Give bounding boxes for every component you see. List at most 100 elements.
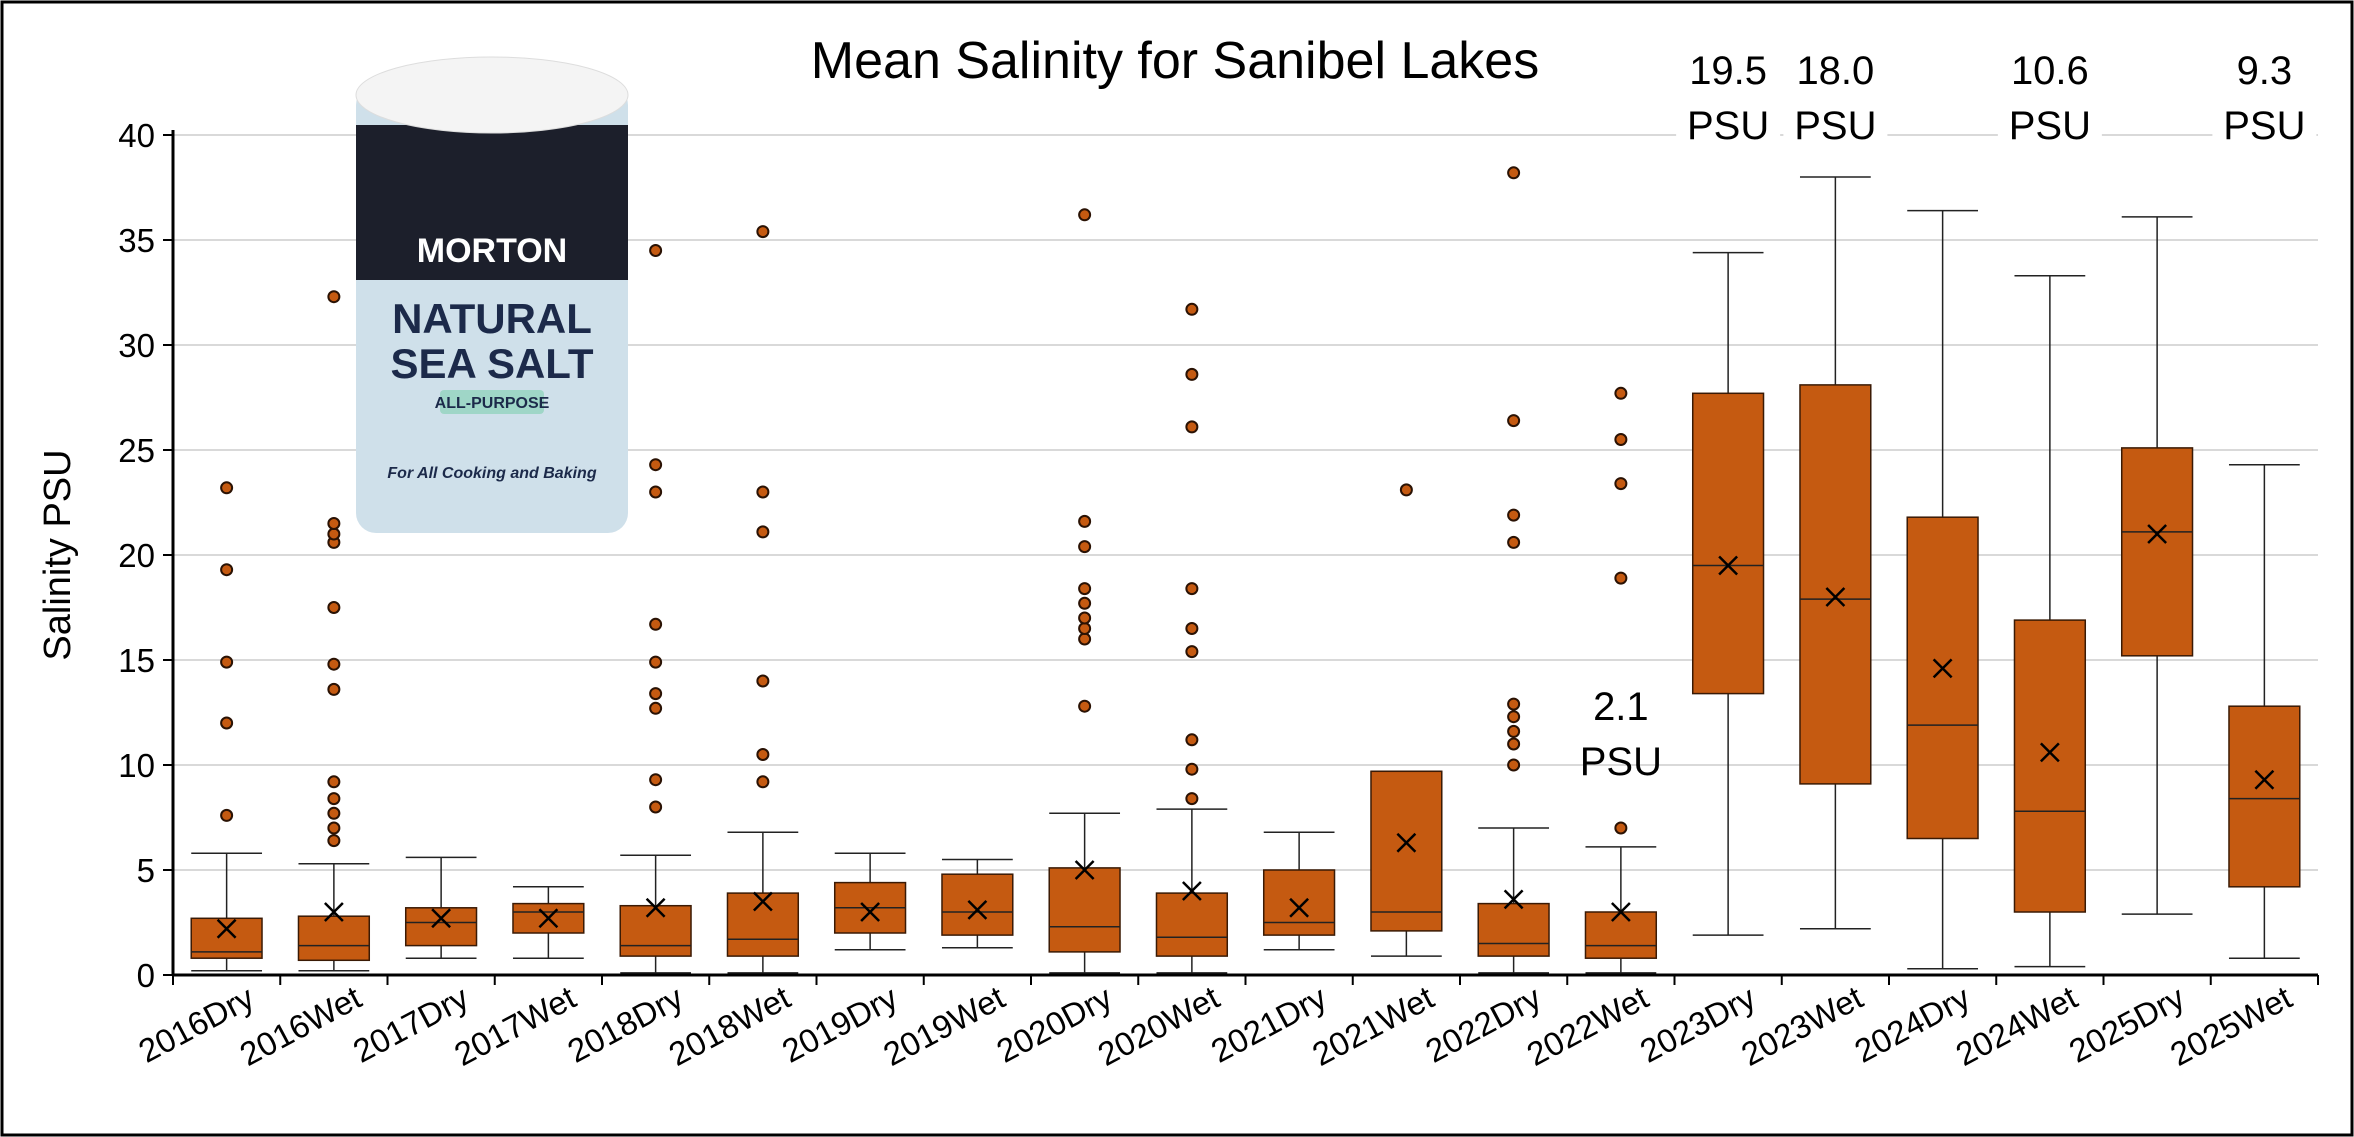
mean-marker xyxy=(2147,524,2168,544)
annotation: 9.3 xyxy=(2237,49,2293,93)
annotation: PSU xyxy=(1687,104,1769,148)
box xyxy=(1799,384,1872,785)
annotation: PSU xyxy=(2009,104,2091,148)
outlier xyxy=(1185,420,1199,434)
chart-title: Mean Salinity for Sanibel Lakes xyxy=(811,32,1539,90)
outlier xyxy=(1507,535,1521,549)
mean-marker xyxy=(1396,832,1417,853)
y-tick-label: 25 xyxy=(118,432,155,469)
image-text: SEA SALT xyxy=(390,340,593,387)
outlier xyxy=(756,225,770,239)
y-tick-label: 35 xyxy=(118,222,155,259)
mean-marker xyxy=(752,891,773,912)
outlier xyxy=(1078,582,1092,596)
outlier xyxy=(1614,386,1628,400)
outlier xyxy=(649,655,663,669)
mean-marker xyxy=(431,908,452,929)
box xyxy=(1048,867,1121,953)
box xyxy=(941,873,1014,936)
outlier xyxy=(1507,737,1521,751)
annotation: 19.5 xyxy=(1689,49,1767,93)
outlier xyxy=(1078,208,1092,222)
outlier xyxy=(649,617,663,631)
outlier xyxy=(1185,367,1199,381)
y-axis-label: Salinity PSU xyxy=(37,449,79,660)
box xyxy=(1906,516,1979,840)
image-text: NATURAL xyxy=(392,295,592,342)
box xyxy=(404,907,478,947)
outlier xyxy=(220,808,234,822)
outlier xyxy=(756,485,770,499)
annotation-bg xyxy=(1676,44,1781,154)
outlier xyxy=(756,748,770,761)
annotation: PSU xyxy=(1580,740,1662,784)
mean-marker xyxy=(323,902,344,922)
annotation: PSU xyxy=(1794,104,1876,148)
mean-marker xyxy=(2254,769,2275,790)
annotation: 10.6 xyxy=(2011,49,2089,93)
outlier xyxy=(1078,514,1092,528)
outlier xyxy=(327,821,341,835)
outlier xyxy=(649,701,663,715)
mean-marker xyxy=(1289,897,1310,918)
annotation-bg xyxy=(1997,44,2102,154)
outlier xyxy=(1507,508,1521,522)
annotation: PSU xyxy=(2223,104,2305,148)
annotation-bg xyxy=(2212,44,2317,154)
mean-marker xyxy=(1718,555,1739,576)
outlier xyxy=(327,792,341,806)
outlier xyxy=(649,458,663,472)
y-tick-label: 10 xyxy=(118,747,155,784)
outlier xyxy=(327,682,341,696)
box xyxy=(297,915,371,962)
mean-marker xyxy=(538,908,559,929)
outlier xyxy=(649,687,663,701)
salt-image: MORTON NATURAL SEA SALT ALL-PURPOSE For … xyxy=(355,56,629,533)
outlier xyxy=(327,806,341,820)
outlier xyxy=(1078,699,1092,713)
can-band xyxy=(356,125,628,280)
outlier xyxy=(1078,611,1092,625)
outlier xyxy=(1399,483,1413,497)
outlier xyxy=(220,716,234,730)
outlier xyxy=(327,834,341,848)
outlier xyxy=(1507,758,1521,772)
box xyxy=(619,904,692,957)
box xyxy=(726,892,800,957)
outlier xyxy=(1507,710,1521,724)
outlier xyxy=(1507,724,1521,738)
outlier xyxy=(1507,697,1521,711)
mean-marker xyxy=(1610,902,1631,922)
outlier xyxy=(220,563,234,577)
mean-marker xyxy=(216,918,237,939)
box xyxy=(1691,392,1765,695)
mean-marker xyxy=(2039,742,2060,763)
outlier xyxy=(1614,433,1628,446)
outlier xyxy=(1185,733,1199,747)
can-lid xyxy=(355,56,629,134)
box xyxy=(2228,705,2301,888)
outlier xyxy=(756,674,770,688)
outlier xyxy=(327,290,341,304)
mean-marker xyxy=(1074,860,1095,880)
image-text: For All Cooking and Baking xyxy=(387,465,596,482)
outlier xyxy=(327,517,341,530)
label-tag xyxy=(440,390,544,414)
outlier xyxy=(1185,792,1199,806)
outlier xyxy=(756,525,770,539)
box xyxy=(2120,447,2194,657)
image-text: MORTON xyxy=(417,232,567,270)
outlier xyxy=(327,601,341,614)
outlier xyxy=(1507,414,1521,428)
outlier xyxy=(756,775,770,789)
y-tick-label: 0 xyxy=(137,957,155,994)
outlier xyxy=(649,800,663,814)
mean-marker xyxy=(1181,881,1202,901)
y-tick-label: 20 xyxy=(118,537,155,574)
box xyxy=(1477,902,1550,957)
outlier xyxy=(1614,571,1628,585)
outlier xyxy=(1185,762,1199,776)
outlier xyxy=(1078,540,1092,554)
